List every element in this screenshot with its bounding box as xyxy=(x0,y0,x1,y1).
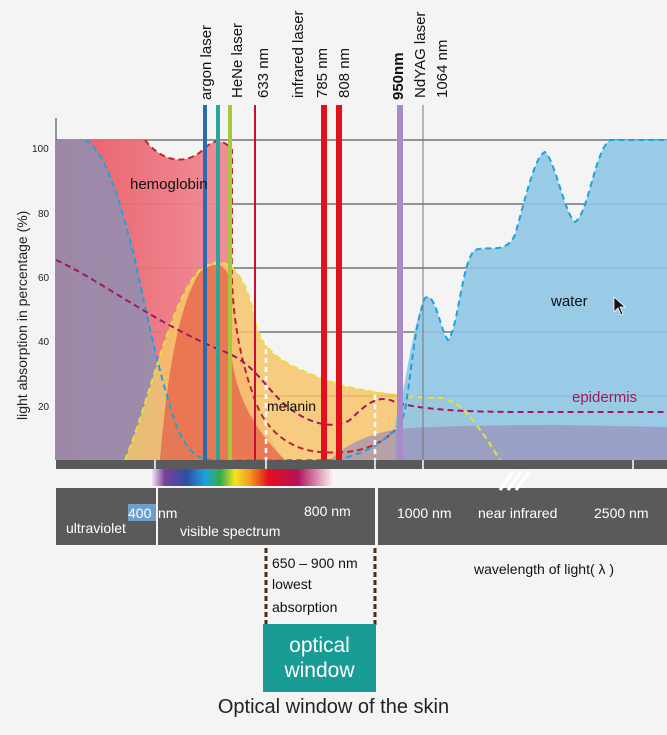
laser-label-ndyag: NdYAG laser xyxy=(412,12,429,98)
y-tick-100: 100 xyxy=(32,144,49,155)
label-400: 400 xyxy=(128,505,152,521)
x-axis-label: wavelength of light( λ ) xyxy=(473,561,614,577)
label-visible: visible spectrum xyxy=(180,523,280,539)
visible-spectrum-strip xyxy=(150,469,335,486)
window-markers xyxy=(264,340,377,462)
label-ultraviolet: ultraviolet xyxy=(66,520,126,536)
label-400-unit: nm xyxy=(158,505,177,521)
optical-window-box: optical window xyxy=(263,624,376,692)
laser-lines xyxy=(203,105,424,462)
band-visible xyxy=(158,488,375,545)
band-near-infrared xyxy=(378,488,667,545)
water-curve xyxy=(84,139,667,461)
hemoglobin-label: hemoglobin xyxy=(130,176,208,193)
absorption-word: absorption xyxy=(272,599,337,615)
laser-label-808: 808 nm xyxy=(336,48,353,98)
figure-caption: Optical window of the skin xyxy=(217,696,450,718)
overlap-area xyxy=(160,264,285,460)
y-tick-40: 40 xyxy=(38,337,50,348)
label-2500: 2500 nm xyxy=(594,505,648,521)
water-area xyxy=(395,140,667,460)
y-tick-80: 80 xyxy=(38,209,50,220)
axis-bar-ticks xyxy=(154,460,634,469)
label-400-box xyxy=(128,504,156,521)
y-axis-label: light absorption in percentage (%) xyxy=(14,211,30,420)
laser-label-infrared: infrared laser xyxy=(290,10,307,98)
laser-label-1064: 1064 nm xyxy=(434,40,451,98)
label-800: 800 nm xyxy=(304,503,351,519)
absorption-range: 650 – 900 nm xyxy=(272,555,358,571)
label-near-infrared: near infrared xyxy=(478,505,557,521)
epidermis-curve xyxy=(55,259,667,426)
laser-labels: argon laser HeNe laser 633 nm infrared l… xyxy=(198,10,451,100)
water-label: water xyxy=(550,293,588,310)
y-axis-ticks: 100 80 60 40 20 xyxy=(32,144,50,413)
absorption-lowest: lowest xyxy=(272,576,312,592)
epidermis-area xyxy=(330,425,667,460)
laser-label-950: 950nm xyxy=(390,52,407,100)
hemoglobin-curve xyxy=(144,139,396,454)
optical-window-line2: window xyxy=(284,659,355,682)
melanin-label: melanin xyxy=(267,398,316,414)
mouse-cursor-icon xyxy=(613,296,627,316)
ultraviolet-area xyxy=(56,140,205,460)
optical-window-brackets xyxy=(264,548,377,626)
laser-label-argon: argon laser xyxy=(198,25,215,100)
axis-bar xyxy=(56,460,667,469)
laser-label-633: 633 nm xyxy=(255,48,272,98)
label-1000: 1000 nm xyxy=(397,505,451,521)
epidermis-label: epidermis xyxy=(572,389,637,406)
optical-window-line1: optical xyxy=(289,634,350,657)
laser-label-hene: HeNe laser xyxy=(229,23,246,98)
laser-label-785: 785 nm xyxy=(314,48,331,98)
y-tick-20: 20 xyxy=(38,402,50,413)
slash-break xyxy=(498,471,531,491)
y-tick-60: 60 xyxy=(38,273,50,284)
curve-lines xyxy=(55,139,667,461)
melanin-curve xyxy=(124,261,501,461)
